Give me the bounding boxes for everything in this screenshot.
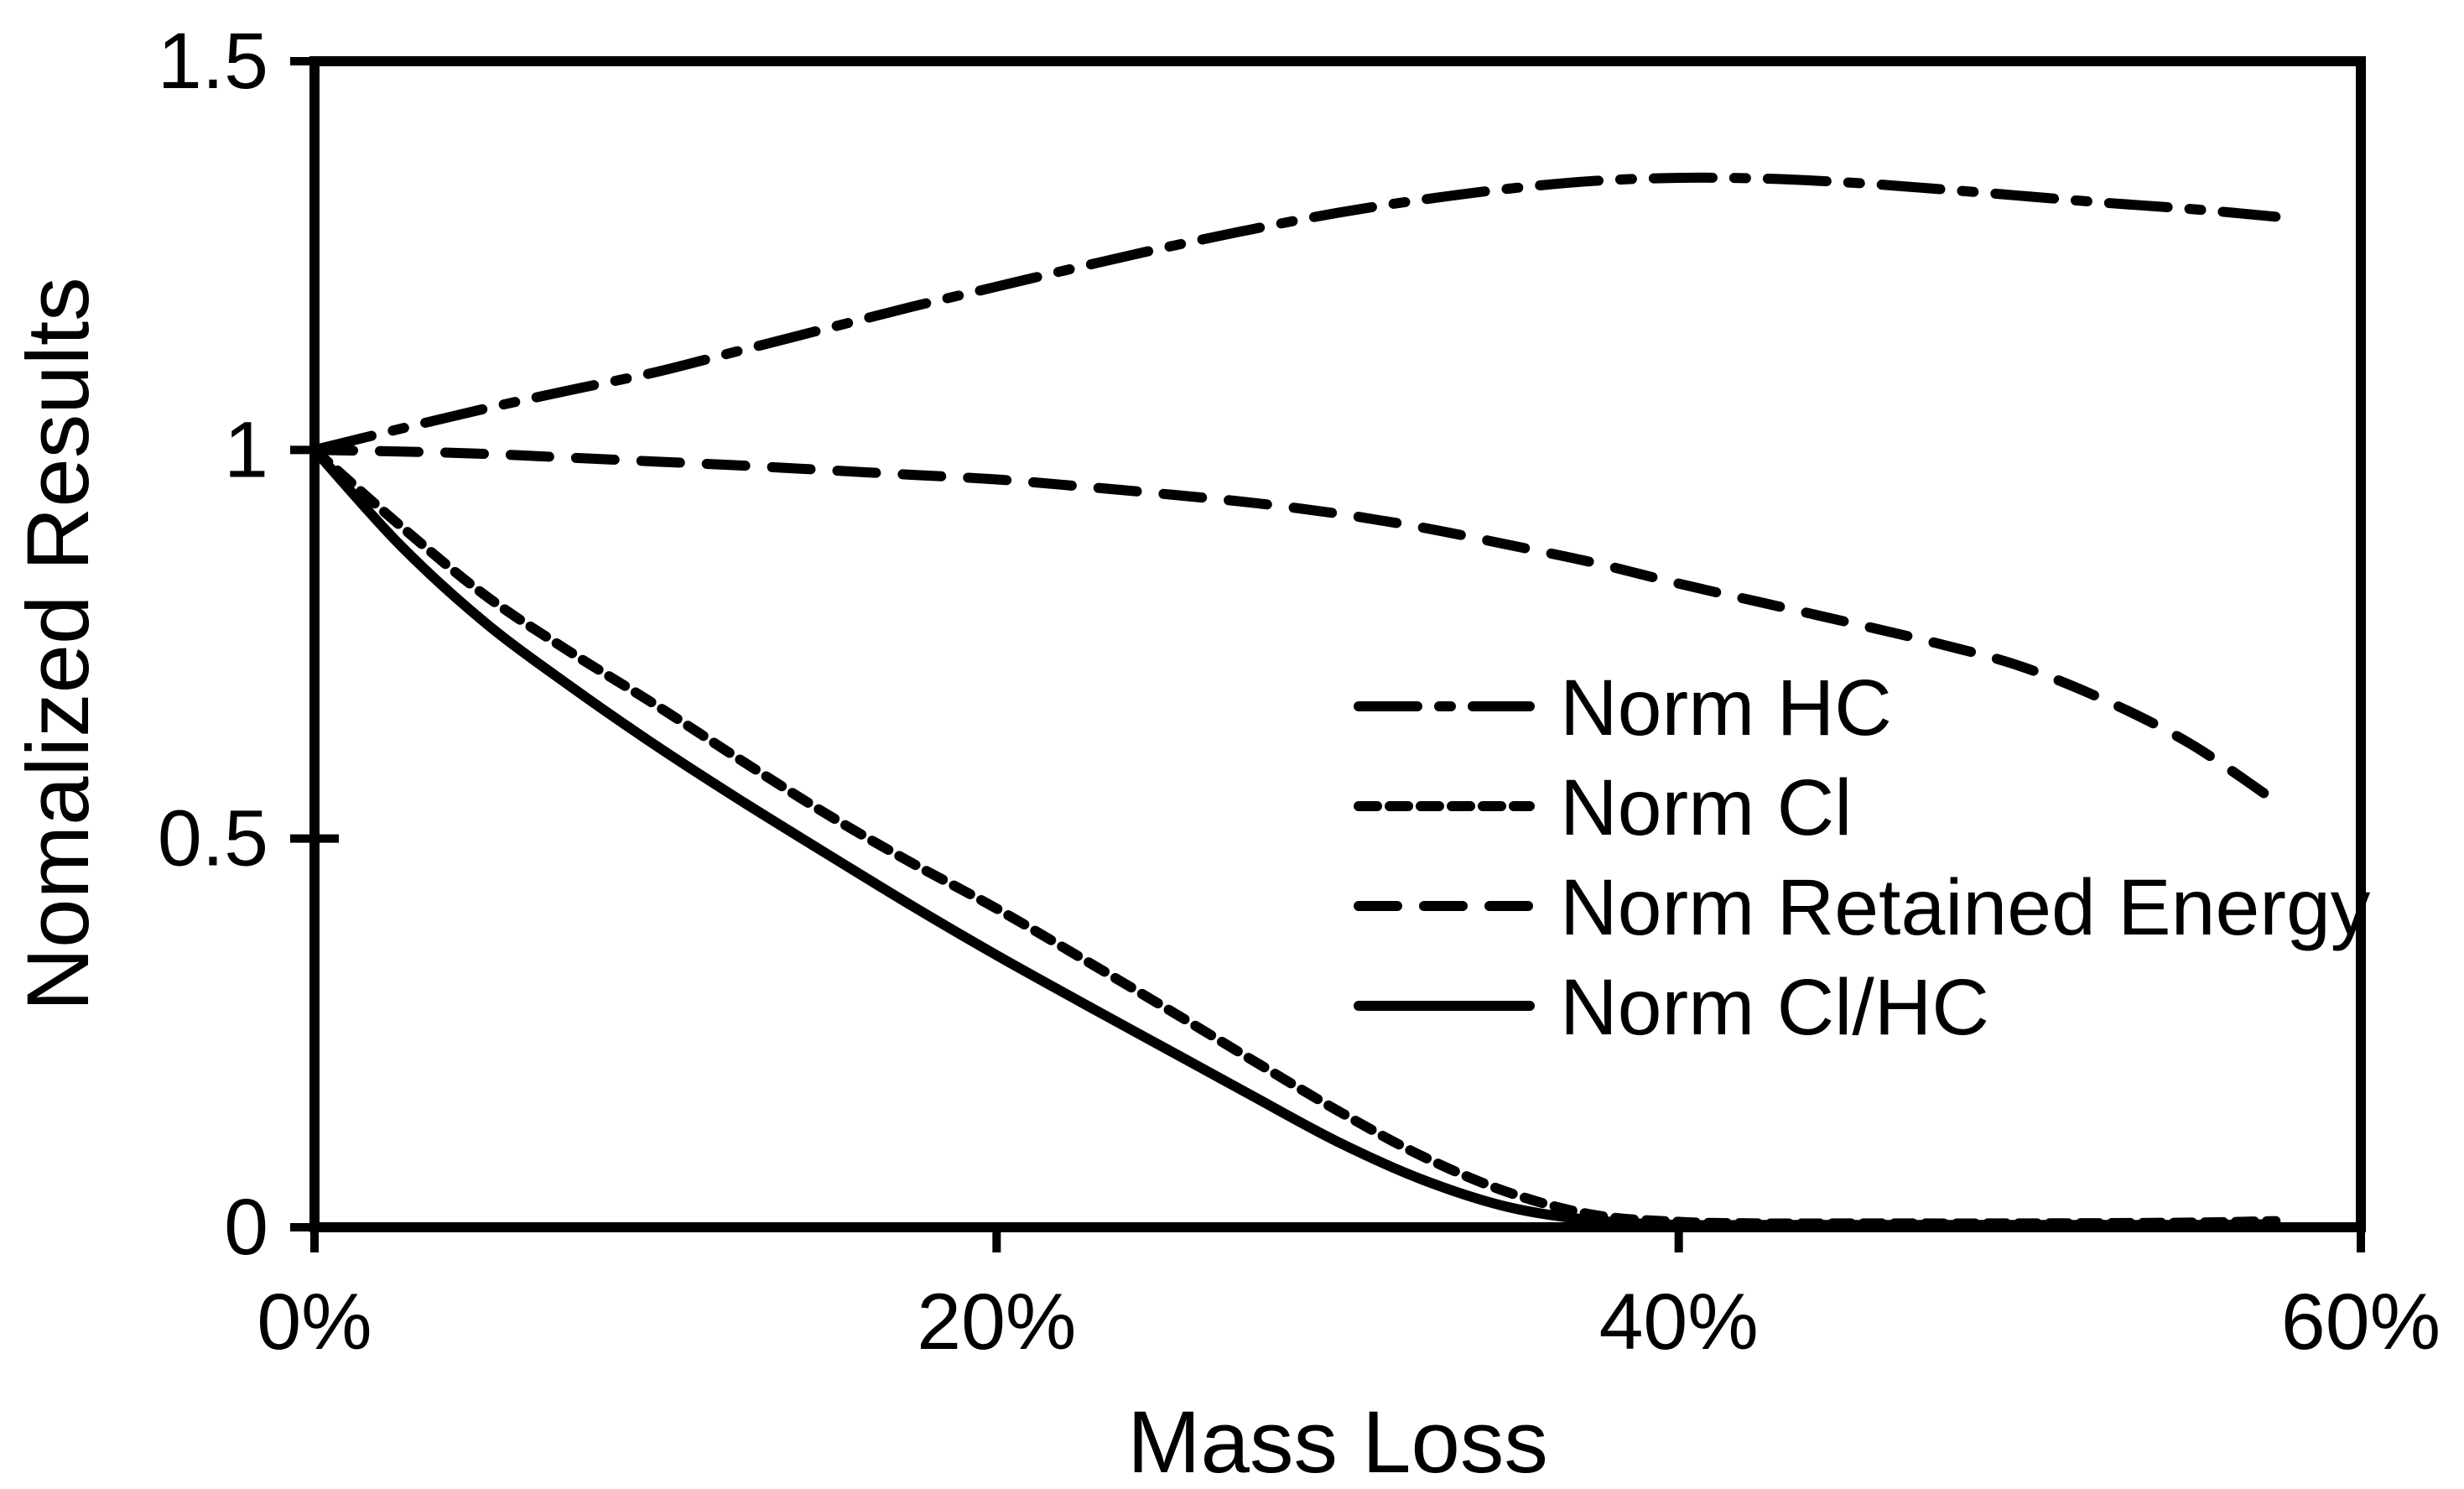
legend-row: Norm Retained Energy <box>1354 863 2371 952</box>
x-tick-label: 40% <box>1599 1278 1759 1367</box>
legend-row: Norm Cl/HC <box>1354 963 1989 1052</box>
legend-row: Norm HC <box>1354 664 1892 752</box>
series-line-norm-hc <box>309 172 2281 456</box>
x-tick-label: 20% <box>917 1278 1076 1367</box>
series-line-norm-cl <box>309 445 2281 1229</box>
x-tick-label: 0% <box>257 1278 372 1367</box>
x-tick-label: 60% <box>2281 1278 2441 1367</box>
y-tick-label: 0 <box>224 1183 268 1272</box>
y-tick-label: 1 <box>224 405 268 494</box>
legend-label: Norm Cl <box>1560 763 1852 852</box>
y-tick-label: 0.5 <box>158 794 268 883</box>
series-line-norm-retained-energy <box>309 445 2281 807</box>
x-axis-ticks: 0% 20% 40% 60% <box>257 1227 2441 1367</box>
legend: Norm HC Norm Cl Norm Retained Energy Norm C… <box>1354 664 2371 1052</box>
y-axis-ticks: 0 0.5 1 1.5 <box>158 17 339 1272</box>
legend-label: Norm Retained Energy <box>1560 863 2371 952</box>
series-line-norm-cl-hc <box>309 445 2281 1231</box>
series-lines <box>309 172 2281 1231</box>
legend-label: Norm HC <box>1560 664 1892 752</box>
plot-area-frame <box>309 56 2366 1232</box>
y-tick-label: 1.5 <box>158 17 268 106</box>
x-axis-title: Mass Loss <box>1127 1393 1548 1489</box>
legend-label: Norm Cl/HC <box>1560 963 1989 1052</box>
y-axis-title: Nomalized Results <box>9 277 107 1011</box>
legend-row: Norm Cl <box>1354 763 1852 852</box>
